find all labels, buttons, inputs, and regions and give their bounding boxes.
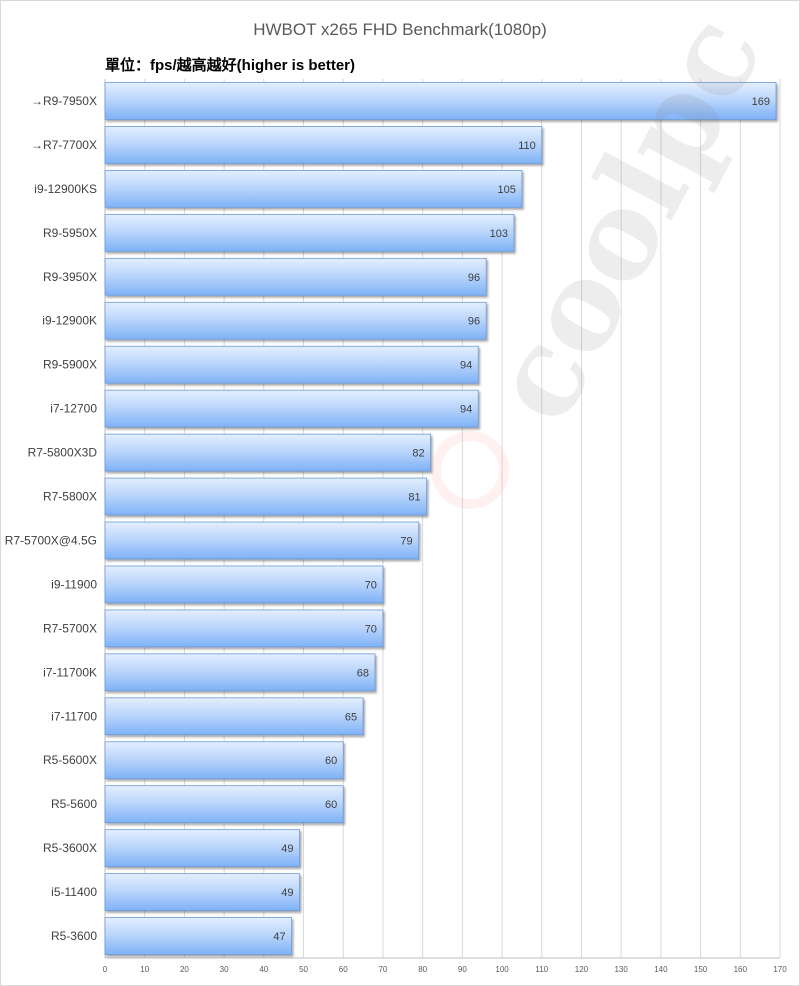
data-label: 47 (273, 931, 285, 943)
x-tick-label: 150 (694, 965, 708, 974)
x-tick-label: 20 (180, 965, 189, 974)
category-label: R7-5700X (43, 621, 97, 635)
bar (104, 697, 364, 736)
data-label: 96 (468, 316, 480, 328)
data-label: 49 (281, 843, 293, 855)
category-label: R7-5800X3D (28, 446, 98, 460)
category-label: R5-5600 (51, 797, 97, 811)
data-label: 65 (345, 711, 357, 723)
data-label: 60 (325, 799, 337, 811)
data-label: 81 (408, 492, 420, 504)
category-label: R9-5900X (43, 358, 97, 372)
category-label: i7-11700K (43, 665, 97, 679)
data-label: 96 (468, 272, 480, 284)
category-label: i9-12900KS (34, 182, 97, 196)
data-label: 70 (365, 579, 377, 591)
x-tick-label: 30 (220, 965, 229, 974)
x-tick-label: 60 (339, 965, 348, 974)
category-label: i9-11900 (51, 577, 97, 591)
category-label: R7-5800X (43, 490, 97, 504)
bar (104, 170, 523, 208)
data-label: 70 (365, 623, 377, 635)
bar (104, 653, 376, 692)
data-label: 94 (460, 404, 472, 416)
category-label: R5-3600X (43, 841, 97, 855)
bar (104, 917, 293, 955)
bar (104, 433, 431, 472)
bar (104, 521, 420, 560)
bar (104, 301, 487, 340)
bar (104, 213, 515, 252)
bar (104, 477, 428, 516)
bar (104, 565, 384, 604)
category-label: i7-12700 (50, 402, 97, 416)
data-label: 68 (357, 667, 369, 679)
data-label: 105 (498, 184, 516, 196)
gridlines (104, 79, 781, 959)
category-label: R9-5950X (43, 226, 97, 240)
data-label: 103 (490, 228, 508, 240)
x-tick-label: 70 (378, 965, 387, 974)
category-label: R5-5600X (43, 753, 97, 767)
data-label: 169 (752, 96, 770, 108)
chart-subtitle: 單位：fps/越高越好(higher is better) (105, 57, 356, 74)
x-tick-label: 110 (535, 965, 548, 974)
bar (104, 126, 543, 164)
x-tick-label: 100 (495, 965, 509, 974)
x-tick-label: 130 (614, 965, 628, 974)
bar (104, 829, 300, 867)
bar (104, 741, 344, 780)
x-tick-label: 40 (259, 965, 268, 974)
data-label: 79 (400, 535, 412, 547)
x-tick-label: 0 (103, 965, 108, 974)
category-label: i7-11700 (51, 709, 97, 723)
x-tick-label: 10 (140, 965, 149, 974)
data-label: 60 (325, 755, 337, 767)
category-label: i5-11400 (51, 885, 97, 899)
chart-title: HWBOT x265 FHD Benchmark(1080p) (253, 20, 547, 39)
x-tick-label: 90 (458, 965, 467, 974)
bar (104, 389, 479, 428)
data-label: 94 (460, 360, 472, 372)
bar (104, 609, 384, 648)
data-label: 49 (281, 887, 293, 899)
bars (104, 82, 777, 955)
category-label: R9-3950X (43, 270, 97, 284)
category-label: →R7-7700X (31, 138, 97, 152)
category-label: i9-12900K (42, 314, 97, 328)
category-label: →R9-7950X (31, 94, 97, 108)
x-tick-label: 140 (654, 965, 668, 974)
bar (104, 82, 777, 120)
x-tick-label: 170 (773, 965, 787, 974)
bar (104, 257, 487, 296)
x-axis-ticks: 0 10 20 30 40 50 60 70 80 90 100 110 120 130 140 150 160… (103, 965, 787, 974)
category-label: R7-5700X@4.5G (5, 533, 97, 547)
data-label: 82 (412, 448, 424, 460)
bar (104, 345, 479, 384)
bar (104, 873, 300, 911)
data-label: 110 (518, 140, 536, 152)
bar (104, 785, 344, 824)
category-label: R5-3600 (51, 929, 97, 943)
x-tick-label: 160 (734, 965, 748, 974)
x-tick-label: 80 (418, 965, 427, 974)
x-tick-label: 120 (575, 965, 589, 974)
x-tick-label: 50 (299, 965, 308, 974)
labels: →R9-7950X 169 →R7-7700X 110 i9-12900KS 105 R9-… (5, 94, 770, 943)
